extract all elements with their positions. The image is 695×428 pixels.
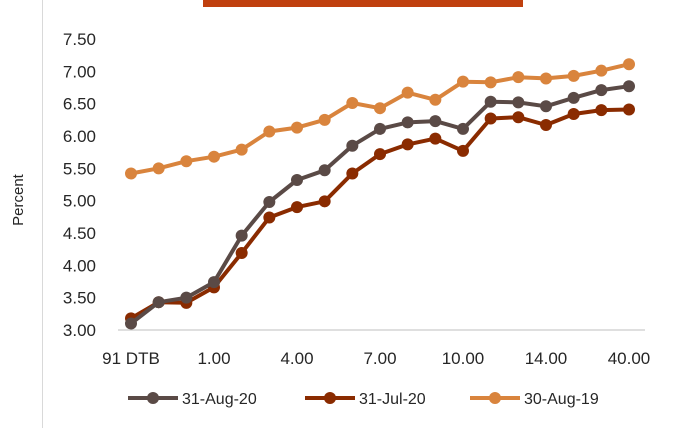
y-tick-label: 3.00 <box>63 321 96 340</box>
data-point <box>623 103 635 116</box>
data-point <box>263 125 276 138</box>
data-point <box>291 201 303 214</box>
data-point <box>457 75 469 88</box>
legend-marker <box>489 392 501 404</box>
data-point <box>374 122 386 135</box>
data-point <box>540 72 552 85</box>
data-point <box>540 100 552 113</box>
data-point <box>512 111 525 124</box>
y-tick-label: 4.00 <box>63 256 96 275</box>
data-point <box>567 108 580 121</box>
legend: 31-Aug-20 31-Jul-20 30-Aug-19 <box>128 391 599 408</box>
data-point <box>512 71 525 84</box>
data-point <box>401 138 414 151</box>
data-point <box>235 229 248 242</box>
legend-label: 31-Aug-20 <box>182 391 257 408</box>
data-point <box>512 96 525 109</box>
data-point <box>401 86 414 99</box>
y-tick-label: 7.50 <box>63 30 96 49</box>
x-tick-label: 1.00 <box>197 349 230 368</box>
series-group <box>125 58 635 330</box>
data-point <box>540 119 552 132</box>
data-point <box>152 296 165 309</box>
data-point <box>623 80 635 93</box>
legend-marker <box>147 392 159 404</box>
legend-label: 30-Aug-19 <box>524 391 599 408</box>
data-point <box>291 121 303 134</box>
data-point <box>374 148 386 161</box>
data-point <box>346 167 359 180</box>
y-tick-label: 7.00 <box>63 62 96 81</box>
data-point <box>484 95 497 108</box>
y-tick-label: 6.50 <box>63 95 96 114</box>
y-tick-label: 5.50 <box>63 159 96 178</box>
x-tick-label: 10.00 <box>442 349 485 368</box>
title-bar <box>203 0 523 7</box>
y-tick-label: 6.00 <box>63 127 96 146</box>
data-point <box>484 76 497 89</box>
data-point <box>374 102 386 115</box>
y-axis-ticks: 3.00 3.50 4.00 4.50 5.00 5.50 6.00 6.50 7.00 7.50 <box>63 30 96 340</box>
data-point <box>318 164 331 177</box>
legend-label: 31-Jul-20 <box>359 391 426 408</box>
data-point <box>429 93 442 106</box>
y-tick-label: 4.50 <box>63 224 96 243</box>
x-tick-label: 4.00 <box>280 349 313 368</box>
chart-frame <box>42 0 695 428</box>
data-point <box>263 211 276 224</box>
data-point <box>623 58 635 71</box>
data-point <box>595 104 608 117</box>
y-axis-label: Percent <box>10 173 27 226</box>
data-point <box>152 162 165 175</box>
x-tick-label: 7.00 <box>363 349 396 368</box>
x-tick-label: 91 DTB <box>102 349 160 368</box>
data-point <box>346 139 359 152</box>
y-tick-label: 3.50 <box>63 289 96 308</box>
data-point <box>235 247 248 260</box>
data-point <box>125 167 137 180</box>
data-point <box>484 112 497 125</box>
data-point <box>595 64 608 77</box>
data-point <box>401 116 414 129</box>
data-point <box>318 113 331 126</box>
y-tick-label: 5.00 <box>63 192 96 211</box>
data-point <box>429 132 442 145</box>
data-point <box>346 97 359 110</box>
x-tick-label: 40.00 <box>608 349 651 368</box>
x-tick-label: 14.00 <box>525 349 568 368</box>
data-point <box>208 150 220 163</box>
data-point <box>457 122 469 135</box>
data-point <box>263 195 276 208</box>
data-point <box>429 115 442 128</box>
data-point <box>457 144 469 157</box>
x-axis-ticks: 91 DTB 1.00 4.00 7.00 10.00 14.00 40.00 <box>102 349 650 368</box>
data-point <box>318 195 331 208</box>
data-point <box>180 291 193 304</box>
data-point <box>180 155 193 168</box>
data-point <box>235 143 248 156</box>
data-point <box>208 276 220 289</box>
data-point <box>567 91 580 104</box>
data-point <box>595 84 608 97</box>
data-point <box>291 173 303 186</box>
data-point <box>125 317 137 330</box>
legend-marker <box>324 392 336 404</box>
data-point <box>567 69 580 82</box>
